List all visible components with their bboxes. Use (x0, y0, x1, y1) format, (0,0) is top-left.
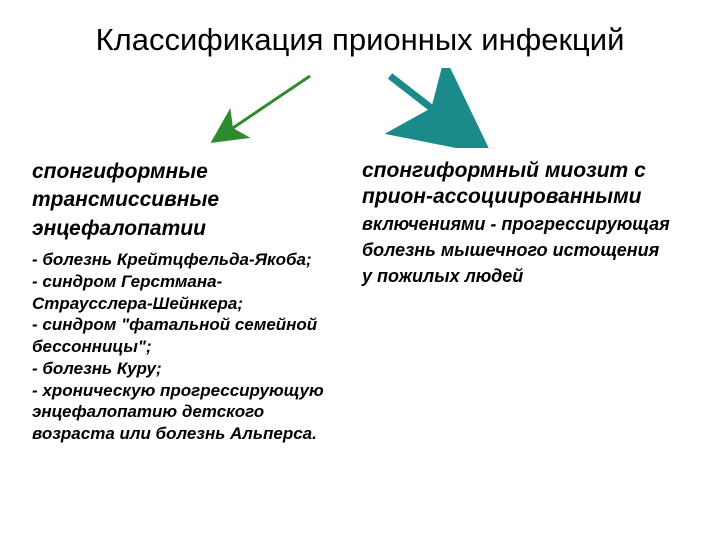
left-heading: спонгиформные трансмиссивные энцефалопат… (32, 158, 332, 243)
slide: Классификация прионных инфекций спонгифо… (0, 0, 720, 540)
arrows-svg (0, 68, 720, 148)
left-heading-line3: энцефалопатии (32, 215, 332, 243)
arrow-right (390, 76, 470, 138)
right-text: спонгиформный миозит с прион-ассоциирова… (362, 158, 672, 289)
slide-title: Классификация прионных инфекций (0, 22, 720, 58)
left-heading-line1: спонгиформные (32, 158, 332, 186)
left-sublist: - болезнь Крейтцфельда-Якоба; - синдром … (32, 249, 332, 445)
right-lead: спонгиформный миозит с прион-ассоциирова… (362, 159, 646, 208)
left-column: спонгиформные трансмиссивные энцефалопат… (32, 158, 332, 445)
right-column: спонгиформный миозит с прион-ассоциирова… (362, 158, 672, 289)
right-tail: включениями - прогрессирующая болезнь мы… (362, 214, 670, 287)
left-heading-line2: трансмиссивные (32, 186, 332, 214)
arrow-left (218, 76, 310, 138)
